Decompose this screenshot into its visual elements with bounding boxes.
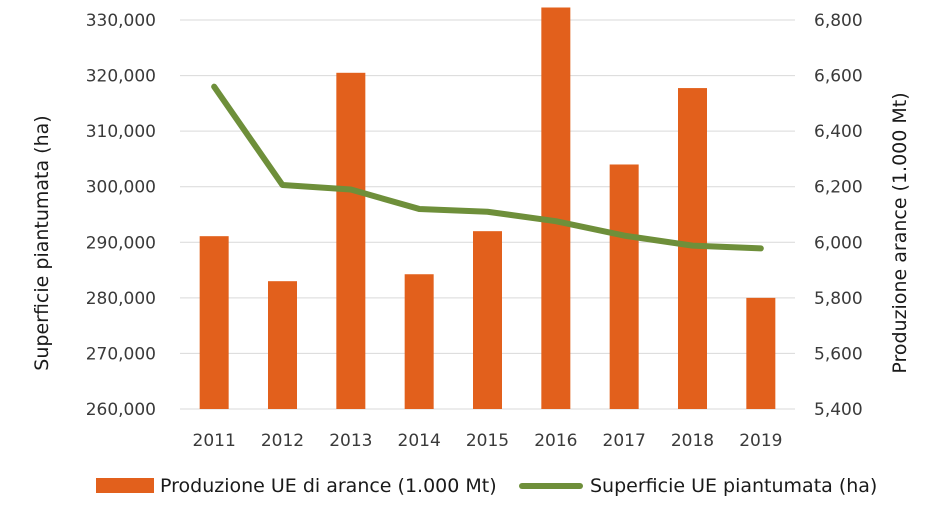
- left-y-tick-label: 330,000: [86, 11, 156, 31]
- bar-2017: [609, 164, 639, 409]
- bar-2019: [746, 297, 776, 409]
- legend-bar-swatch: [96, 478, 154, 493]
- right-y-tick-label: 6,200: [814, 178, 863, 198]
- left-y-tick-label: 320,000: [86, 67, 156, 87]
- bar-2011: [199, 236, 229, 409]
- x-tick-label: 2015: [466, 431, 509, 451]
- left-y-axis-ticks: 260,000 270,000 280,000 290,000 300,000 310,0…: [86, 11, 156, 420]
- x-tick-label: 2016: [534, 431, 577, 451]
- left-y-tick-label: 260,000: [86, 400, 156, 420]
- left-y-tick-label: 310,000: [86, 122, 156, 142]
- legend: Produzione UE di arance (1.000 Mt) Super…: [96, 475, 877, 497]
- right-y-tick-label: 5,400: [814, 400, 863, 420]
- right-y-tick-label: 6,400: [814, 122, 863, 142]
- x-tick-label: 2014: [398, 431, 441, 451]
- legend-line-label: Superficie UE piantumata (ha): [590, 475, 877, 497]
- legend-bar-label: Produzione UE di arance (1.000 Mt): [160, 475, 497, 497]
- left-y-tick-label: 300,000: [86, 178, 156, 198]
- right-y-tick-label: 5,800: [814, 289, 863, 309]
- line-superficie: [211, 83, 764, 252]
- right-y-tick-label: 6,800: [814, 11, 863, 31]
- x-tick-label: 2018: [671, 431, 714, 451]
- left-axis-title: Superficie piantumata (ha): [31, 115, 53, 370]
- bar-2015: [473, 231, 502, 409]
- x-tick-label: 2017: [603, 431, 646, 451]
- x-tick-label: 2019: [739, 431, 782, 451]
- right-y-tick-label: 6,000: [814, 233, 863, 253]
- bar-series: [199, 7, 776, 410]
- left-y-tick-label: 290,000: [86, 233, 156, 253]
- left-y-tick-label: 270,000: [86, 344, 156, 364]
- bar-2016: [541, 7, 571, 409]
- x-tick-label: 2011: [193, 431, 236, 451]
- right-y-tick-label: 5,600: [814, 344, 863, 364]
- right-y-tick-label: 6,600: [814, 67, 863, 87]
- x-tick-label: 2013: [329, 431, 372, 451]
- x-tick-label: 2012: [261, 431, 304, 451]
- left-y-tick-label: 280,000: [86, 289, 156, 309]
- bar-2014: [404, 274, 434, 409]
- bar-2013: [336, 72, 366, 410]
- x-axis-ticks: 2011 2012 2013 2014 2015 2016 2017 2018 2019: [193, 431, 783, 451]
- right-axis-title: Produzione arance (1.000 Mt): [889, 92, 911, 373]
- bar-2012: [268, 281, 297, 409]
- line-series: [211, 83, 764, 252]
- right-y-axis-ticks: 5,400 5,600 5,800 6,000 6,200 6,400 6,600 6,800: [814, 11, 863, 420]
